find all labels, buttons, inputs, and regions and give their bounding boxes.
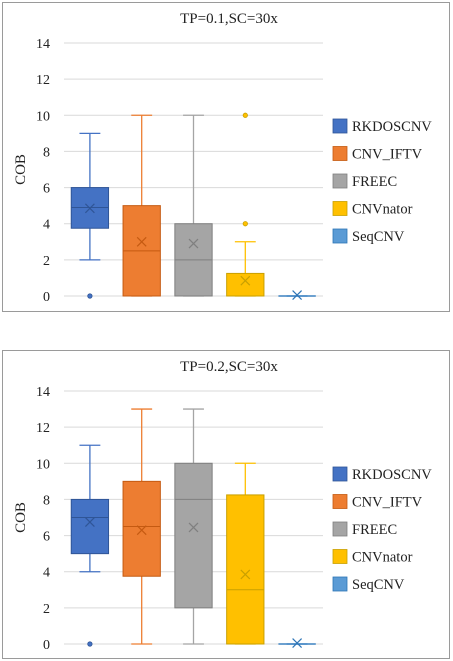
y-tick-label: 0: [43, 638, 50, 653]
legend-swatch: [332, 549, 348, 564]
mean-marker: [188, 238, 199, 249]
y-tick-label: 14: [36, 385, 50, 400]
mean-marker: [240, 275, 251, 286]
legend-swatch: [332, 118, 348, 134]
legend-swatch: [332, 494, 348, 509]
y-axis-label: COB: [13, 154, 29, 185]
y-tick-label: 10: [36, 457, 50, 472]
chart-title: TP=0.1,SC=30x: [180, 11, 278, 27]
mean-marker: [84, 203, 95, 214]
y-tick-label: 4: [43, 566, 50, 581]
legend-swatch: [332, 146, 348, 161]
box-seqcnv: [278, 290, 316, 301]
box-cnvnator: [226, 462, 265, 645]
box-cnv-iftv: [122, 408, 161, 645]
y-tick-label: 8: [43, 493, 50, 508]
mean-marker: [136, 236, 147, 247]
legend-label: CNVnator: [352, 202, 413, 218]
chart-panel-top: TP=0.1,SC=30x 0 2 4 6 8 10 12 14 COB RKDOSCNV CNV_I…: [2, 2, 450, 312]
box-plot-bottom: TP=0.2,SC=30x 0 2 4 6 8 10 12 14 COB RKDOSCNV CNV_I…: [13, 359, 432, 653]
y-tick-label: 0: [43, 290, 50, 305]
y-tick-label: 12: [36, 73, 50, 88]
box-rkdoscnv: [70, 132, 110, 299]
mean-marker: [188, 522, 199, 533]
legend-label: CNV_IFTV: [352, 495, 423, 511]
chart-panel-bottom: TP=0.2,SC=30x 0 2 4 6 8 10 12 14 COB RKDOSCNV CNV_I…: [2, 350, 450, 659]
box-rkdoscnv: [70, 444, 110, 647]
box-plot-top: TP=0.1,SC=30x 0 2 4 6 8 10 12 14 COB RKDOSCNV CNV_I…: [13, 11, 432, 305]
mean-marker: [84, 517, 95, 527]
legend-label: RKDOSCNV: [352, 119, 432, 135]
chart-title: TP=0.2,SC=30x: [180, 359, 278, 375]
y-tick-label: 12: [36, 421, 50, 436]
y-axis-label: COB: [13, 502, 29, 533]
box-freec: [174, 408, 213, 645]
y-tick-label: 2: [43, 254, 50, 269]
legend-label: RKDOSCNV: [352, 467, 432, 483]
legend-swatch: [332, 173, 348, 189]
box-iqr: [174, 462, 213, 609]
box-cnv-iftv: [122, 114, 161, 297]
y-tick-label: 10: [36, 109, 50, 124]
legend-label: CNV_IFTV: [352, 147, 423, 163]
legend-swatch: [332, 201, 348, 216]
outlier-point: [242, 112, 248, 118]
y-tick-label: 6: [43, 182, 50, 197]
mean-marker: [240, 569, 251, 580]
y-tick-label: 6: [43, 530, 50, 545]
outlier-point: [87, 641, 93, 647]
y-tick-label: 4: [43, 218, 50, 233]
outlier-point: [242, 221, 248, 227]
box-iqr: [70, 498, 110, 555]
box-iqr: [122, 480, 161, 577]
legend-label: SeqCNV: [352, 577, 405, 593]
legend-swatch: [332, 576, 348, 592]
y-tick-label: 8: [43, 145, 50, 160]
legend-swatch: [332, 228, 348, 244]
legend-label: FREEC: [352, 174, 397, 190]
legend-swatch: [332, 466, 348, 482]
box-iqr: [226, 494, 265, 645]
box-freec: [174, 114, 213, 297]
mean-marker: [292, 290, 303, 301]
mean-marker: [292, 638, 303, 649]
outlier-point: [87, 293, 93, 299]
mean-marker: [136, 525, 147, 536]
box-iqr: [226, 272, 265, 297]
box-seqcnv: [278, 638, 316, 649]
box-cnvnator: [226, 112, 265, 297]
legend-label: SeqCNV: [352, 229, 405, 245]
y-tick-label: 14: [36, 37, 50, 52]
legend-swatch: [332, 521, 348, 537]
legend-label: CNVnator: [352, 550, 413, 566]
y-tick-label: 2: [43, 602, 50, 617]
legend-label: FREEC: [352, 522, 397, 538]
